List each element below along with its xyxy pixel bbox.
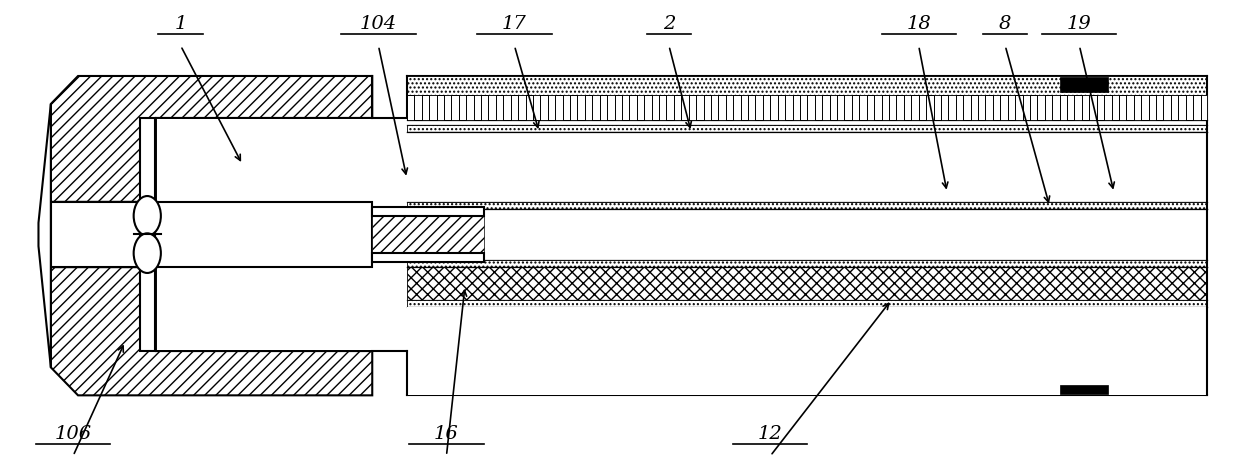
Bar — [372, 216, 483, 253]
Text: 8: 8 — [999, 15, 1011, 33]
Polygon shape — [51, 76, 372, 223]
Text: 104: 104 — [359, 15, 396, 33]
Bar — [1059, 77, 1108, 92]
Text: 18: 18 — [906, 15, 930, 33]
Ellipse shape — [134, 196, 161, 235]
Bar — [155, 202, 372, 267]
Polygon shape — [38, 104, 51, 367]
Text: 12: 12 — [758, 425, 783, 443]
Bar — [372, 253, 483, 262]
Bar — [406, 95, 1207, 120]
Bar — [140, 118, 155, 351]
Bar — [406, 76, 1207, 95]
Text: 106: 106 — [55, 425, 92, 443]
Bar — [406, 202, 1207, 209]
Text: 19: 19 — [1067, 15, 1092, 33]
Bar — [406, 95, 1207, 120]
Polygon shape — [51, 246, 372, 395]
Bar — [372, 207, 483, 216]
Bar — [406, 125, 1207, 132]
Bar — [406, 260, 1207, 267]
Bar — [406, 132, 1207, 202]
Text: 2: 2 — [663, 15, 675, 33]
Bar — [406, 300, 1207, 307]
Text: 1: 1 — [175, 15, 187, 33]
Ellipse shape — [134, 234, 161, 273]
Bar — [406, 307, 1207, 395]
Bar — [406, 267, 1207, 300]
Polygon shape — [51, 202, 156, 267]
Text: 17: 17 — [502, 15, 527, 33]
Bar — [406, 209, 1207, 260]
Text: 16: 16 — [434, 425, 458, 443]
Bar — [1059, 385, 1108, 394]
